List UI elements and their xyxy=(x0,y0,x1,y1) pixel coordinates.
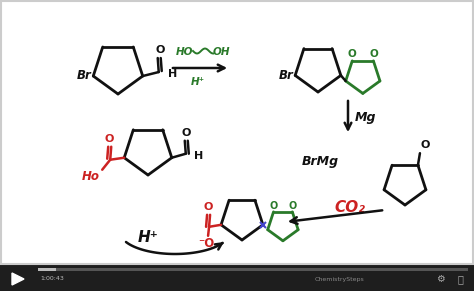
Text: H: H xyxy=(168,69,177,79)
Text: Ho: Ho xyxy=(82,170,100,183)
Text: H⁺: H⁺ xyxy=(191,77,205,87)
Text: O: O xyxy=(421,140,430,150)
Text: O: O xyxy=(369,49,378,59)
Bar xyxy=(0,265,474,291)
Text: ⚙: ⚙ xyxy=(436,274,444,284)
Polygon shape xyxy=(12,273,24,285)
Text: H: H xyxy=(194,151,203,161)
Text: O: O xyxy=(348,49,356,59)
Text: Br: Br xyxy=(278,69,293,82)
Text: O: O xyxy=(181,128,191,138)
Text: O: O xyxy=(269,201,278,211)
Bar xyxy=(38,268,468,271)
Text: BrMg: BrMg xyxy=(302,155,339,168)
Text: O: O xyxy=(155,45,164,55)
Text: O: O xyxy=(105,134,114,144)
Text: ChemistrySteps: ChemistrySteps xyxy=(315,276,365,281)
Bar xyxy=(38,268,56,271)
Text: Mg: Mg xyxy=(355,111,376,125)
Text: HO: HO xyxy=(176,47,193,57)
Text: Br: Br xyxy=(76,69,91,81)
Text: O: O xyxy=(203,202,213,212)
Text: H⁺: H⁺ xyxy=(137,230,158,244)
Text: CO₂: CO₂ xyxy=(335,200,365,216)
Text: O: O xyxy=(288,201,296,211)
Text: ⛶: ⛶ xyxy=(457,274,463,284)
Text: OH: OH xyxy=(213,47,230,57)
Text: 1:00:43: 1:00:43 xyxy=(40,276,64,281)
Text: ⁻O: ⁻O xyxy=(198,237,214,250)
